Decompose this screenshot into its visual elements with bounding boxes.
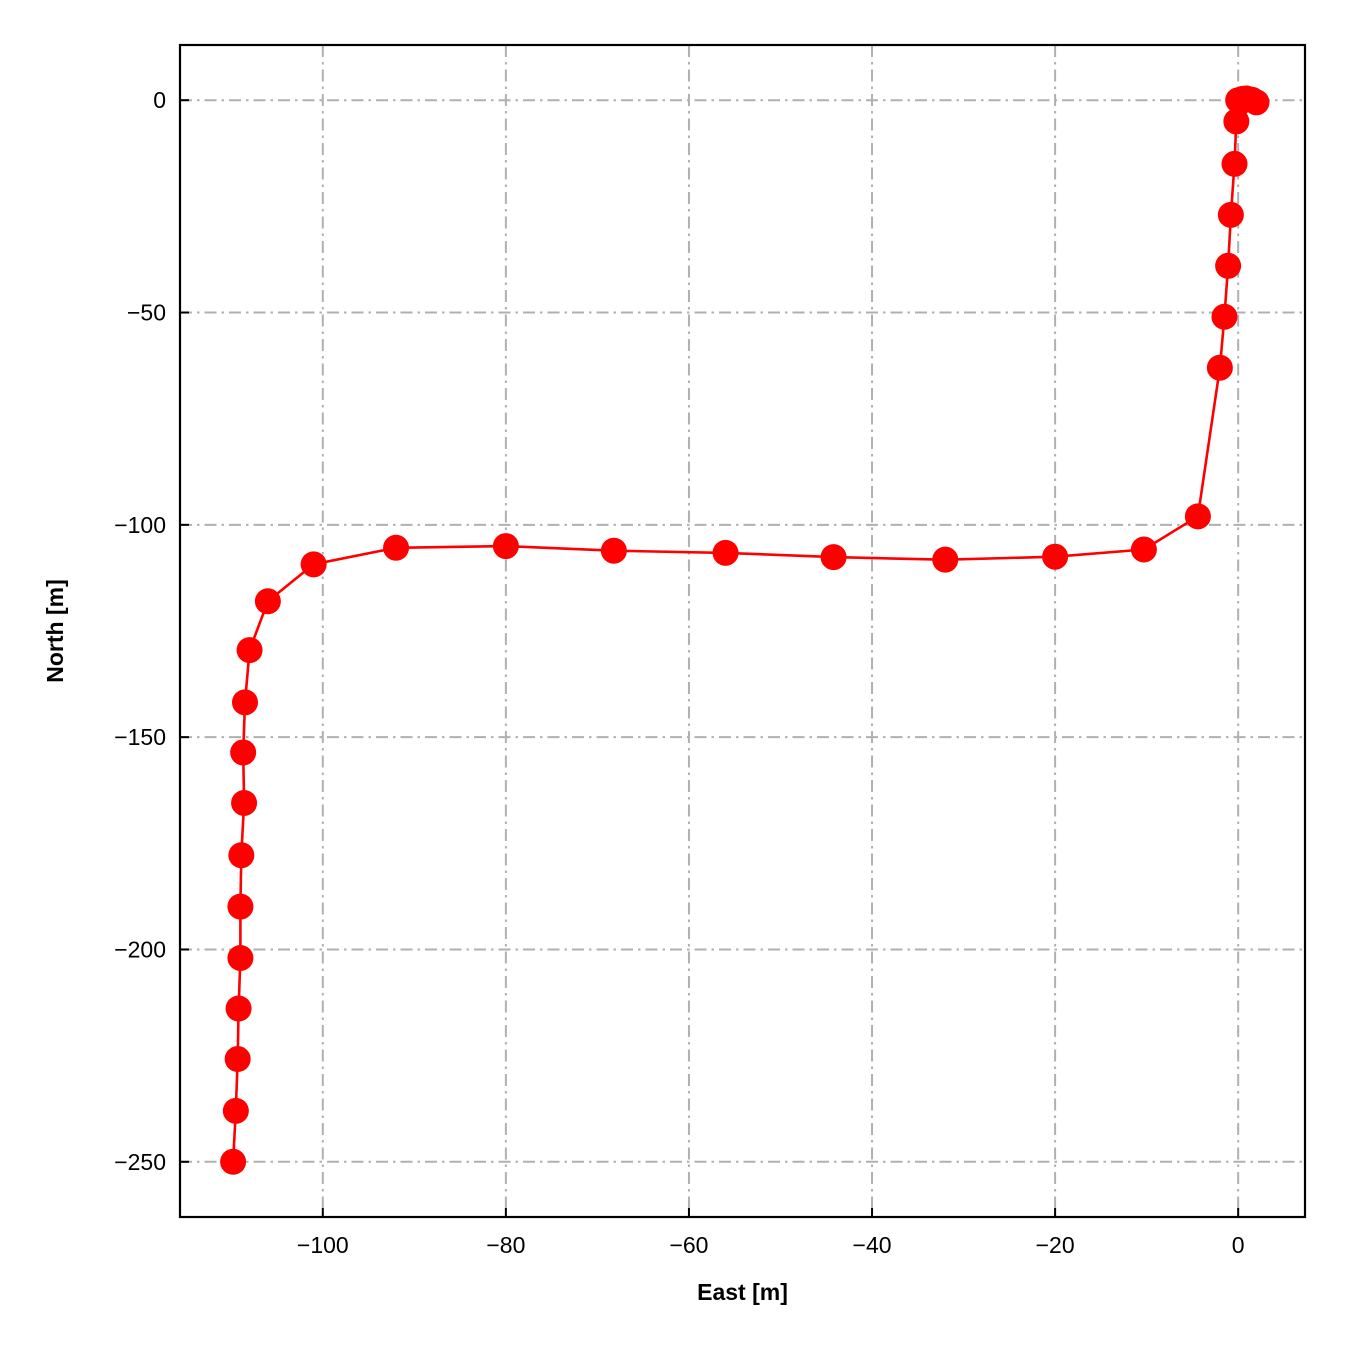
plot-frame <box>178 43 1307 1219</box>
data-point <box>1243 89 1270 116</box>
data-point <box>932 546 959 573</box>
data-point <box>236 637 263 664</box>
x-tick-label: −100 <box>297 1232 349 1258</box>
data-point <box>1223 108 1250 135</box>
data-point <box>220 1148 247 1175</box>
data-point <box>230 739 257 766</box>
data-point <box>600 537 627 564</box>
x-axis-label: East [m] <box>697 1279 788 1305</box>
grid <box>180 45 1305 1217</box>
data-point <box>1215 252 1242 279</box>
x-tick-label: 0 <box>1232 1232 1245 1258</box>
x-tick-label: −60 <box>669 1232 708 1258</box>
y-tick-label: −150 <box>114 724 166 750</box>
data-point <box>1184 503 1211 530</box>
data-point <box>820 544 847 571</box>
y-tick-label: 0 <box>153 87 166 113</box>
data-point <box>1211 303 1238 330</box>
data-point <box>222 1097 249 1124</box>
data-point <box>300 551 327 578</box>
y-tick-label: −200 <box>114 936 166 962</box>
y-tick-label: −100 <box>114 512 166 538</box>
x-tick-label: −20 <box>1036 1232 1075 1258</box>
data-point <box>492 533 519 560</box>
data-point <box>1206 354 1233 381</box>
data-point <box>227 893 254 920</box>
data-point <box>224 1046 251 1073</box>
series-trajectory <box>220 85 1270 1175</box>
x-tick-label: −40 <box>853 1232 892 1258</box>
y-tick-label: −250 <box>114 1149 166 1175</box>
data-point <box>231 689 258 716</box>
data-point <box>254 588 281 615</box>
data-point <box>225 995 252 1022</box>
y-axis-label: North [m] <box>42 579 68 682</box>
ticks: −100 −80 −60 −40 −20 00−50−100−150−200−250 <box>114 87 1244 1258</box>
data-point <box>227 944 254 971</box>
data-point <box>1130 536 1157 563</box>
data-point <box>231 789 258 816</box>
data-point <box>1042 543 1069 570</box>
y-tick-label: −50 <box>127 300 166 326</box>
x-tick-label: −80 <box>486 1232 525 1258</box>
data-point <box>1217 201 1244 228</box>
data-point <box>228 842 255 869</box>
series-line <box>231 97 1258 1162</box>
data-point <box>712 539 739 566</box>
data-point <box>383 534 410 561</box>
data-point <box>1221 150 1248 177</box>
